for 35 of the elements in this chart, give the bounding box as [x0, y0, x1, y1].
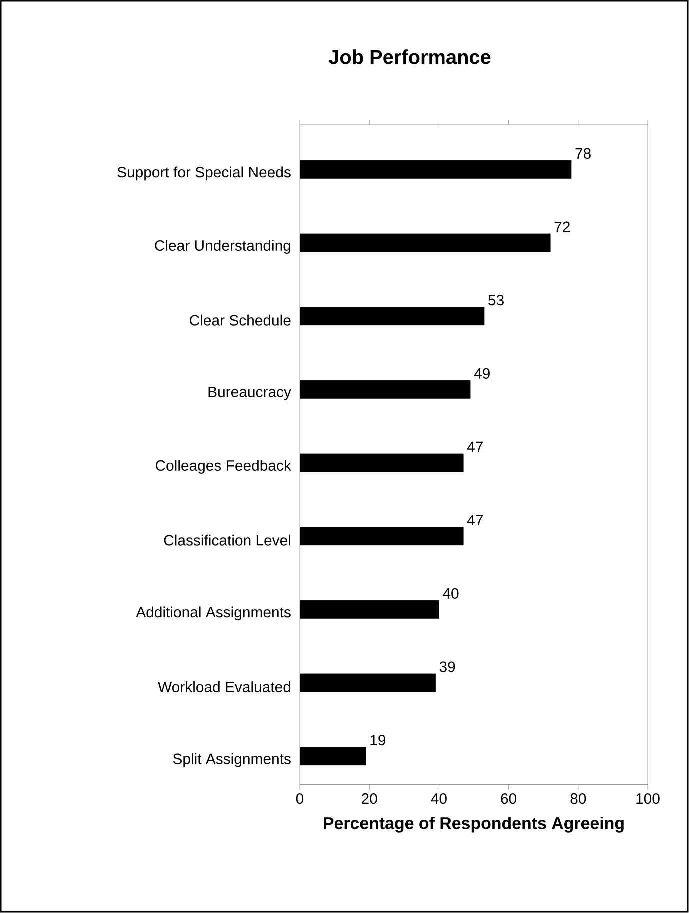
y-tick-label: Split Assignments	[173, 753, 291, 768]
bar	[300, 307, 485, 326]
x-tick-label: 80	[570, 794, 586, 804]
y-tick-label: Bureaucracy	[208, 386, 292, 400]
bar	[300, 454, 464, 472]
x-tick-label: 0	[296, 794, 304, 804]
x-axis-title: Percentage of Respondents Agreeing	[324, 816, 624, 833]
bar	[300, 380, 471, 399]
data-label: 40	[443, 588, 459, 599]
x-tick-label: 100	[636, 794, 660, 804]
x-tick-label: 20	[362, 794, 378, 804]
bar	[300, 160, 572, 179]
data-label: 72	[554, 222, 570, 232]
y-tick-label: Support for Special Needs	[118, 166, 291, 181]
bar	[300, 600, 440, 619]
data-label: 39	[440, 662, 456, 672]
y-tick-label: Clear Schedule	[190, 314, 291, 326]
y-tick-label: Colleages Feedback	[156, 460, 292, 474]
data-label: 47	[467, 515, 483, 526]
bar	[300, 527, 464, 546]
y-tick-label: Classification Level	[164, 534, 290, 546]
y-tick-label: Clear Understanding	[155, 240, 290, 254]
y-tick-label: Workload Evaluated	[158, 682, 290, 692]
data-label: 47	[467, 442, 483, 452]
bar	[300, 747, 366, 766]
x-tick-label: 40	[431, 794, 447, 804]
chart-title: Job Performance	[328, 50, 491, 64]
bar	[300, 234, 551, 252]
data-label: 53	[488, 295, 504, 306]
data-label: 78	[576, 148, 591, 159]
y-tick-label: Additional Assignments	[136, 606, 291, 621]
x-tick-label: 60	[501, 794, 517, 804]
data-label: 49	[474, 368, 490, 379]
data-label: 19	[370, 735, 386, 746]
bar	[300, 674, 436, 692]
